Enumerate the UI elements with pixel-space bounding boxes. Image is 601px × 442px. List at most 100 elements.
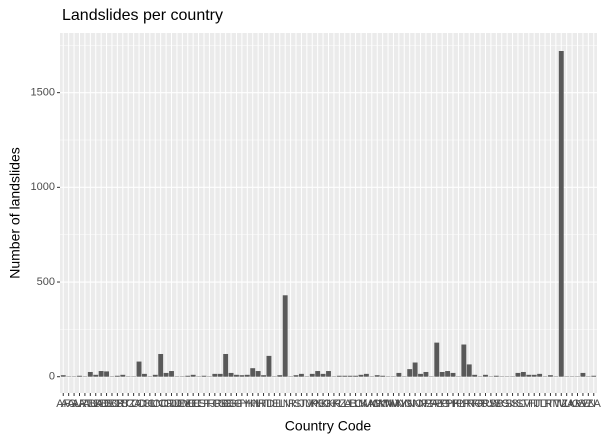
- x-tick-label: ZA: [587, 398, 601, 410]
- x-tick-label: NP: [413, 398, 428, 410]
- x-tick-label: KE: [310, 398, 325, 410]
- bar: [60, 375, 66, 377]
- x-tick-label: SL: [511, 398, 524, 410]
- bar: [201, 375, 207, 377]
- x-tick-label: MW: [378, 398, 398, 410]
- x-tick-label: GT: [229, 398, 245, 410]
- x-tick-label: JP: [306, 398, 319, 410]
- bar: [423, 371, 429, 377]
- x-tick-label: TR: [538, 398, 553, 410]
- x-tick-label: CL: [143, 398, 157, 410]
- x-tick-label: US: [570, 398, 585, 410]
- x-tick-label: IS: [291, 398, 301, 410]
- bar: [520, 371, 526, 377]
- y-axis-label: Number of landslides: [7, 147, 23, 279]
- bar: [261, 375, 266, 377]
- bar: [293, 375, 299, 377]
- x-tick-label: DO: [180, 398, 197, 410]
- x-tick-label: JM: [300, 398, 315, 410]
- bar: [326, 371, 331, 377]
- x-tick-label: IE: [269, 398, 279, 410]
- bar: [77, 375, 82, 377]
- bar: [526, 374, 532, 377]
- x-tick-label: NO: [407, 398, 424, 410]
- bar: [558, 50, 564, 377]
- bar: [493, 375, 499, 377]
- bar: [439, 371, 445, 377]
- x-tick-label: MA: [358, 398, 375, 410]
- x-tick-label: PG: [434, 398, 450, 410]
- bar: [255, 371, 261, 377]
- x-tick-label: HR: [250, 398, 266, 410]
- bar: [548, 375, 553, 377]
- x-tick-label: ES: [191, 398, 206, 410]
- x-tick-label: PL: [452, 398, 465, 410]
- x-tick-label: BR: [110, 398, 125, 410]
- bar: [282, 295, 288, 377]
- x-tick-label: RO: [466, 398, 483, 410]
- bar: [158, 353, 164, 377]
- x-tick-label: LA: [338, 398, 352, 410]
- x-tick-label: AU: [83, 398, 98, 410]
- x-tick-label: IL: [275, 398, 284, 410]
- bar: [353, 375, 359, 377]
- x-tick-label: SK: [505, 398, 520, 410]
- x-tick-label: HK: [240, 398, 256, 410]
- bar: [309, 373, 315, 377]
- x-tick-label: MX: [385, 398, 402, 410]
- bar: [185, 375, 191, 377]
- x-tick-label: RW: [482, 398, 501, 410]
- x-tick-label: ET: [197, 398, 211, 410]
- x-tick-label: LB: [343, 398, 356, 410]
- x-tick-label: PK: [446, 398, 461, 410]
- x-tick-label: MY: [391, 398, 408, 410]
- x-tick-label: MG: [363, 398, 381, 410]
- bar: [363, 373, 369, 377]
- y-tick-label: 500: [37, 276, 55, 288]
- bar: [239, 375, 245, 377]
- bar: [434, 342, 440, 377]
- x-tick-label: CN: [147, 398, 163, 410]
- bar: [223, 353, 229, 377]
- x-tick-label: UA: [559, 398, 575, 410]
- x-tick-label: BE: [99, 398, 114, 410]
- x-tick-label: GH: [223, 398, 240, 410]
- y-tick-label: 0: [49, 371, 55, 383]
- x-tick-label: IR: [285, 398, 296, 410]
- bar: [418, 373, 423, 377]
- x-tick-label: PH: [440, 398, 455, 410]
- x-tick-label: LK: [354, 398, 368, 410]
- bar: [87, 371, 93, 377]
- bar: [374, 375, 380, 377]
- bar: [98, 371, 104, 377]
- y-tick-label: 1000: [31, 181, 55, 193]
- x-tick-label: CH: [137, 398, 153, 410]
- x-tick-label: RS: [472, 398, 487, 410]
- x-tick-label: LC: [349, 398, 363, 410]
- bar: [244, 374, 250, 377]
- bar: [315, 371, 321, 377]
- bar: [93, 374, 99, 377]
- x-tick-label: CU: [164, 398, 180, 410]
- bar: [228, 372, 234, 377]
- bar: [142, 373, 147, 377]
- y-tick-label: 1500: [31, 87, 55, 99]
- x-tick-label: FR: [207, 398, 222, 410]
- x-tick-label: IN: [280, 398, 291, 410]
- x-tick-label: NZ: [419, 398, 434, 410]
- x-tick-label: EC: [186, 398, 201, 410]
- x-tick-label: SB: [489, 398, 504, 410]
- bar: [591, 375, 597, 377]
- x-tick-label: TJ: [528, 398, 540, 410]
- x-tick-label: GB: [212, 398, 228, 410]
- x-tick-label: PT: [462, 398, 476, 410]
- bar: [250, 368, 256, 377]
- x-tick-label: ID: [263, 398, 274, 410]
- x-tick-label: GE: [218, 398, 234, 410]
- bar: [152, 374, 158, 377]
- bar: [217, 373, 223, 377]
- bar: [380, 375, 386, 377]
- bar: [347, 375, 353, 377]
- x-tick-label: MK: [369, 398, 386, 410]
